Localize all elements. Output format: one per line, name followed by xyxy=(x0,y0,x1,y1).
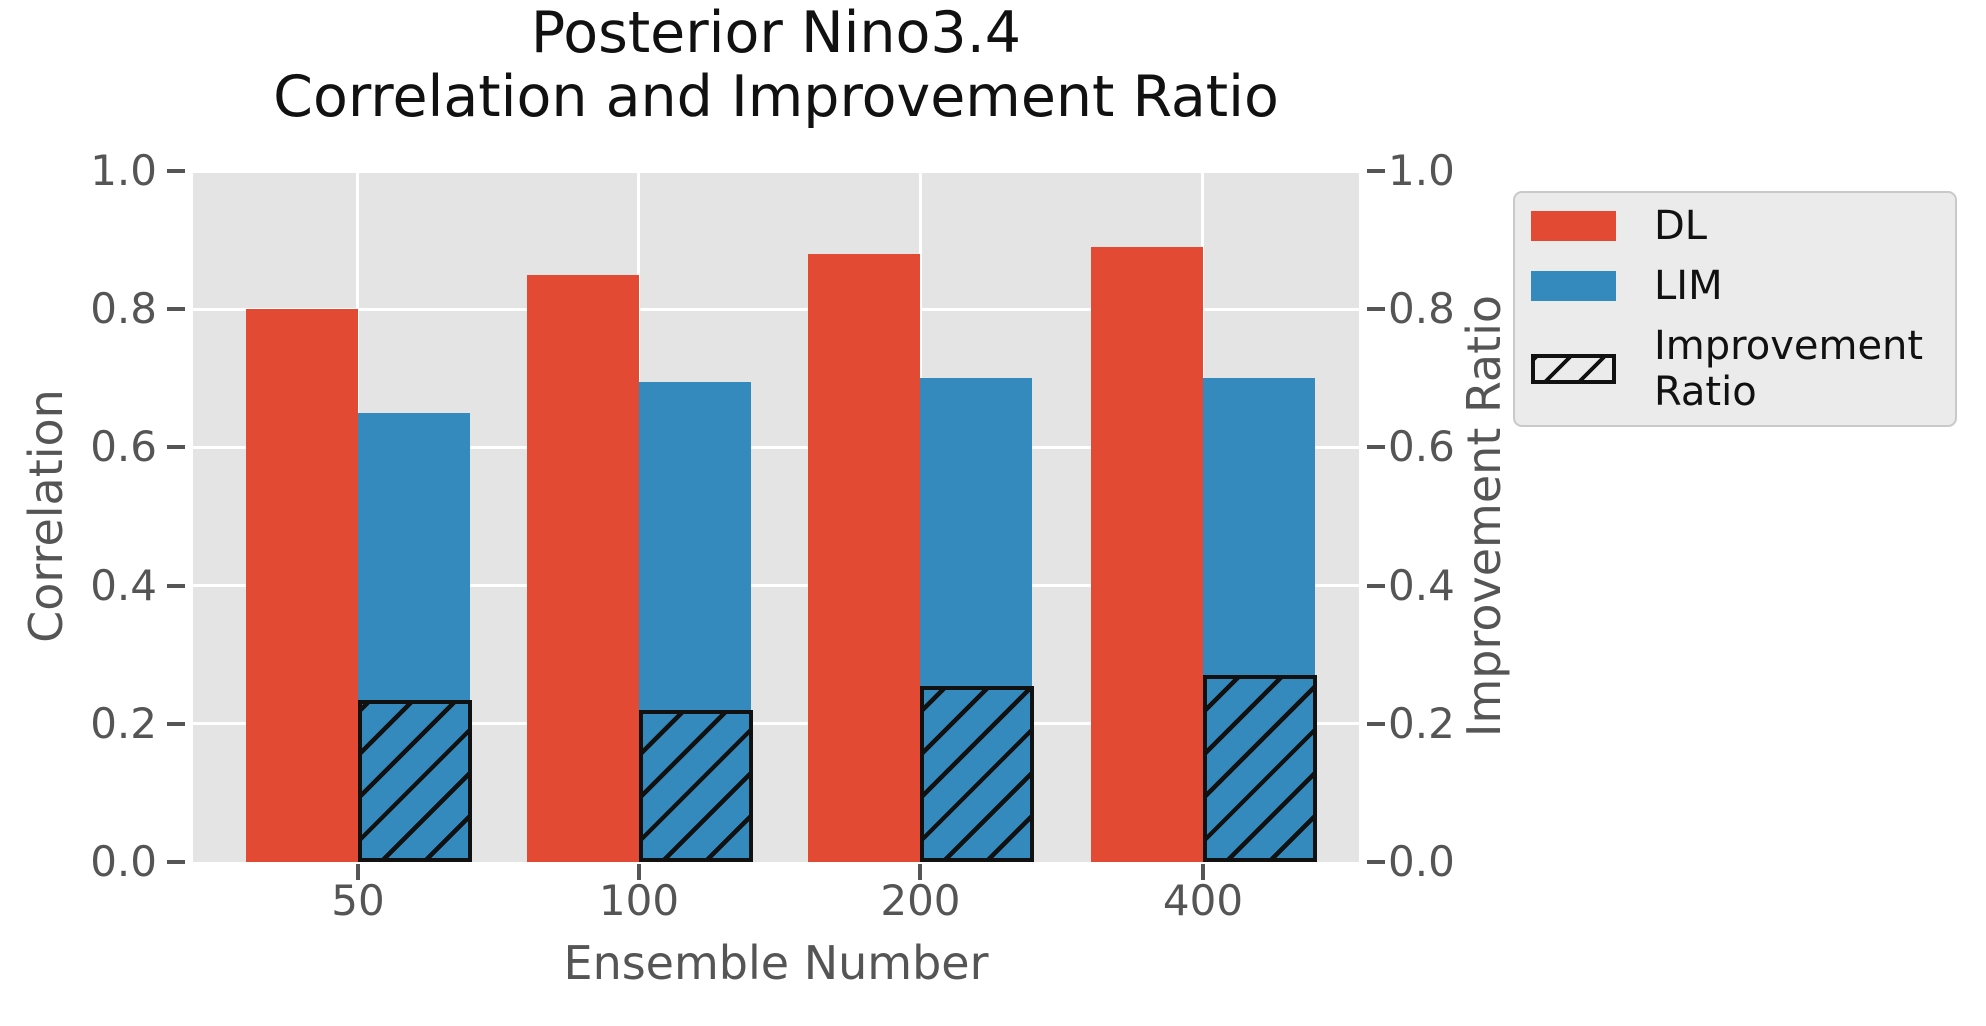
bar-dl-50 xyxy=(245,309,358,862)
legend-item-lim: LIM xyxy=(1531,263,1955,309)
y-tick-right xyxy=(1367,307,1385,312)
y-tick-right xyxy=(1367,860,1385,864)
x-tick xyxy=(355,864,360,880)
y-tick-label-right: 0.0 xyxy=(1388,837,1455,886)
y-tick-right xyxy=(1367,445,1385,450)
y-tick-right xyxy=(1367,721,1385,726)
y-tick-label-left: 0.4 xyxy=(90,560,157,610)
legend-item-improvement-ratio: Improvement Ratio xyxy=(1531,323,1955,415)
legend-label-improvement-ratio: Improvement Ratio xyxy=(1654,323,1924,415)
legend-label-dl: DL xyxy=(1654,203,1708,249)
y-tick-label-left: 0.2 xyxy=(90,698,157,748)
chart-title: Posterior Nino3.4 Correlation and Improv… xyxy=(273,0,1279,130)
legend-item-dl: DL xyxy=(1531,203,1955,249)
y-tick-label-right: 1.0 xyxy=(1388,146,1455,195)
bar-improvement-ratio-100 xyxy=(638,709,753,862)
x-tick xyxy=(1200,864,1205,880)
bar-improvement-ratio-200 xyxy=(920,685,1035,862)
legend-swatch-lim-icon xyxy=(1531,271,1616,301)
gridline-horizontal xyxy=(193,584,1359,588)
bar-dl-200 xyxy=(808,253,921,862)
y-tick-label-right: 0.8 xyxy=(1388,284,1455,334)
x-tick-label: 400 xyxy=(1162,876,1244,925)
y-tick-left xyxy=(167,169,185,173)
x-axis-label: Ensemble Number xyxy=(563,936,989,990)
gridline-horizontal xyxy=(193,307,1359,311)
y-tick-left xyxy=(167,860,185,864)
x-tick-label: 200 xyxy=(880,876,961,925)
bar-improvement-ratio-50 xyxy=(357,699,472,862)
gridline-horizontal xyxy=(193,169,1359,173)
legend: DL LIM Improvement Ratio xyxy=(1513,191,1957,427)
x-tick-label: 100 xyxy=(598,876,680,925)
y-tick-label-right: 0.4 xyxy=(1388,560,1455,610)
y-tick-label-right: 0.2 xyxy=(1388,698,1455,748)
plot-area xyxy=(193,169,1359,862)
y-tick-left xyxy=(167,721,185,726)
x-tick-label: 50 xyxy=(331,876,385,925)
x-tick xyxy=(918,864,923,880)
bar-dl-400 xyxy=(1090,247,1203,862)
y-tick-right xyxy=(1367,169,1385,173)
x-tick xyxy=(636,864,641,880)
bar-dl-100 xyxy=(526,274,639,862)
legend-swatch-improvement-ratio-icon xyxy=(1531,354,1616,384)
y-tick-label-left: 0.6 xyxy=(90,422,157,472)
y-tick-left xyxy=(167,307,185,312)
y-tick-label-left: 0.8 xyxy=(90,284,157,334)
legend-swatch-dl-icon xyxy=(1531,211,1616,241)
y-tick-left xyxy=(167,445,185,450)
gridline-horizontal xyxy=(193,722,1359,726)
y-axis-label-right: Improvement Ratio xyxy=(1457,294,1511,738)
y-tick-right xyxy=(1367,583,1385,588)
y-tick-label-right: 0.6 xyxy=(1388,422,1455,472)
y-tick-label-left: 1.0 xyxy=(90,146,157,195)
legend-label-lim: LIM xyxy=(1654,263,1723,309)
bar-improvement-ratio-400 xyxy=(1202,675,1317,862)
y-tick-left xyxy=(167,583,185,588)
y-tick-label-left: 0.0 xyxy=(90,837,157,886)
gridline-horizontal xyxy=(193,445,1359,449)
